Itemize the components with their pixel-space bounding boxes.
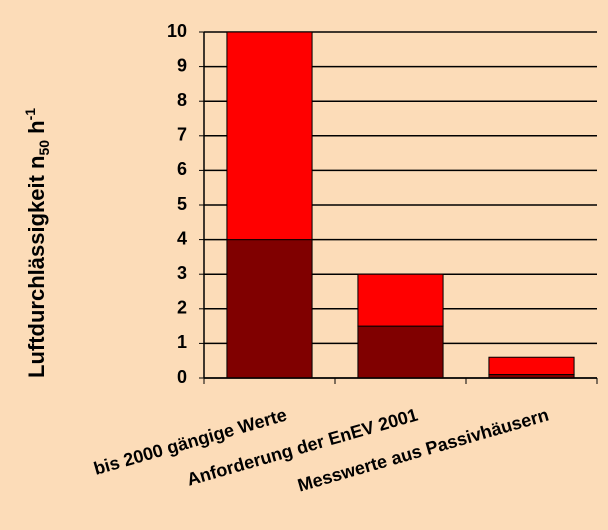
y-tick-label: 10	[167, 21, 187, 41]
y-tick-label: 1	[177, 332, 187, 352]
y-tick-label: 9	[177, 55, 187, 75]
y-tick-label: 2	[177, 298, 187, 318]
bar-segment	[226, 239, 313, 379]
bar-segment	[357, 273, 444, 327]
y-tick-label: 3	[177, 263, 187, 283]
y-tick-label: 0	[177, 367, 187, 387]
y-tick-label: 6	[177, 159, 187, 179]
y-axis-label: Luftdurchlässigkeit n50 h-1	[22, 108, 52, 378]
y-tick-label: 4	[177, 228, 187, 248]
x-tick-label: Messwerte aus Passivhäusern	[295, 405, 551, 496]
y-tick-label: 8	[177, 90, 187, 110]
bar-segment	[357, 325, 444, 379]
bar-segment	[488, 356, 575, 376]
bar-segment	[226, 31, 313, 241]
y-tick-label: 5	[177, 194, 187, 214]
y-tick-label: 7	[177, 125, 187, 145]
